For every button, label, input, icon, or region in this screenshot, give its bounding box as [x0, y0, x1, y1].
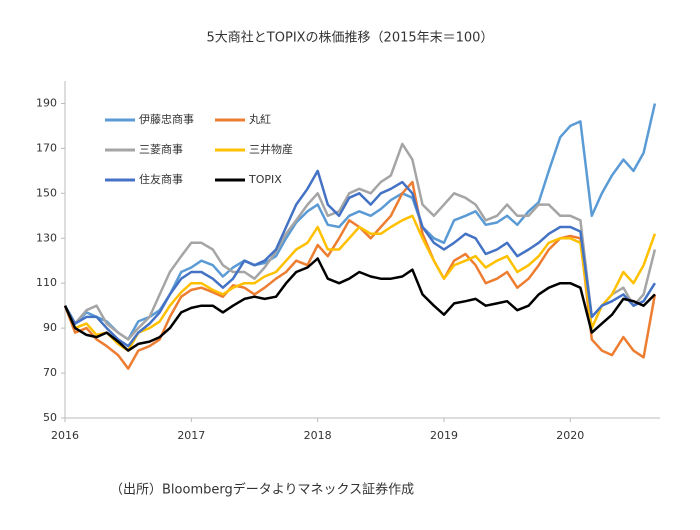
y-tick-label: 70 [43, 366, 57, 379]
series-line [63, 142, 657, 341]
legend-label: TOPIX [248, 173, 282, 186]
y-tick-label: 150 [36, 186, 57, 199]
x-tick-label: 2017 [177, 429, 205, 442]
x-tick-label: 2016 [51, 429, 79, 442]
y-tick-label: 90 [43, 321, 57, 334]
x-tick-label: 2020 [556, 429, 584, 442]
plot-area: 50 70 90 110 130 150 170 190 2016 2017 2018 2019 202… [36, 81, 660, 442]
series-line [63, 214, 657, 352]
legend-label: 三菱商事 [139, 142, 183, 156]
source-note: （出所）Bloombergデータよりマネックス証券作成 [110, 482, 414, 498]
legend-label: 丸紅 [249, 113, 271, 126]
legend-label: 住友商事 [139, 172, 183, 186]
legend-label: 伊藤忠商事 [139, 112, 194, 126]
x-tick-label: 2018 [304, 429, 332, 442]
series-line [63, 103, 657, 341]
y-tick-label: 50 [43, 411, 57, 424]
legend-label: 三井物産 [249, 142, 293, 156]
series-line [63, 257, 656, 352]
y-tick-label: 130 [36, 231, 57, 244]
series-line [63, 169, 656, 348]
y-tick-label: 170 [36, 141, 57, 154]
y-tick-label: 190 [36, 96, 57, 109]
y-tick-label: 110 [36, 276, 57, 289]
x-tick-label: 2019 [430, 429, 458, 442]
chart-title: 5大商社とTOPIXの株価推移（2015年末＝100） [207, 30, 494, 46]
